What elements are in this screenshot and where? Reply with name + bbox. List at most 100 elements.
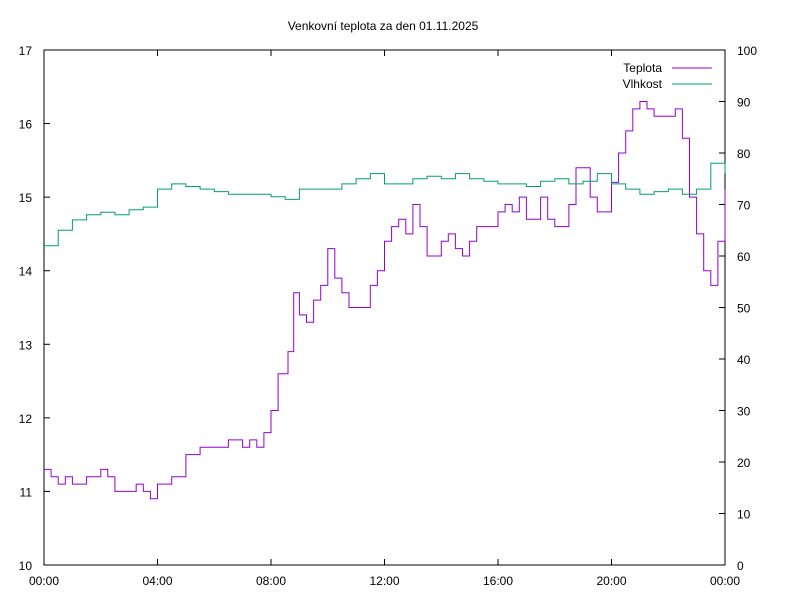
- data-point-teplota: [270, 410, 271, 411]
- data-point-vlhkost: [653, 191, 654, 192]
- data-point-teplota: [696, 233, 697, 234]
- data-point-teplota: [504, 204, 505, 205]
- data-point-vlhkost: [185, 186, 186, 187]
- data-point-teplota: [625, 130, 626, 131]
- y-right-tick-label: 50: [737, 302, 751, 316]
- y-left-tick-label: 13: [19, 338, 33, 352]
- data-point-vlhkost: [313, 188, 314, 189]
- data-point-teplota: [653, 116, 654, 117]
- data-point-teplota: [476, 226, 477, 227]
- data-point-vlhkost: [242, 194, 243, 195]
- y-axis-right: 0 10 20 30 40 50 60 70 80 90 100: [719, 44, 757, 573]
- data-point-teplota: [441, 241, 442, 242]
- data-point-vlhkost: [639, 194, 640, 195]
- data-point-teplota: [398, 219, 399, 220]
- y-right-tick-label: 40: [737, 353, 751, 367]
- data-point-teplota: [114, 491, 115, 492]
- data-point-teplota: [540, 197, 541, 198]
- y-right-tick-label: 30: [737, 405, 751, 419]
- data-point-teplota: [526, 219, 527, 220]
- data-point-teplota: [287, 351, 288, 352]
- data-point-teplota: [455, 248, 456, 249]
- data-point-vlhkost: [114, 214, 115, 215]
- data-point-vlhkost: [568, 183, 569, 184]
- x-tick-label: 00:00: [710, 574, 740, 588]
- data-point-vlhkost: [540, 181, 541, 182]
- data-point-teplota: [313, 300, 314, 301]
- data-point-teplota: [717, 241, 718, 242]
- plot-frame: [43, 49, 726, 566]
- y-left-tick-label: 14: [19, 265, 33, 279]
- data-point-teplota: [618, 152, 619, 153]
- data-point-teplota: [575, 167, 576, 168]
- data-point-vlhkost: [341, 183, 342, 184]
- data-point-teplota: [185, 454, 186, 455]
- data-point-teplota: [199, 447, 200, 448]
- data-point-vlhkost: [384, 183, 385, 184]
- data-point-teplota: [320, 285, 321, 286]
- x-tick-label: 08:00: [256, 574, 286, 588]
- data-point-vlhkost: [270, 196, 271, 197]
- data-point-teplota: [171, 476, 172, 477]
- data-point-teplota: [256, 447, 257, 448]
- data-point-teplota: [547, 219, 548, 220]
- data-point-vlhkost: [299, 188, 300, 189]
- data-point-vlhkost: [157, 188, 158, 189]
- data-point-teplota: [391, 226, 392, 227]
- data-point-teplota: [519, 197, 520, 198]
- data-point-teplota: [483, 226, 484, 227]
- data-point-vlhkost: [469, 178, 470, 179]
- data-point-teplota: [590, 197, 591, 198]
- data-point-teplota: [100, 469, 101, 470]
- data-point-teplota: [277, 373, 278, 374]
- data-point-teplota: [448, 233, 449, 234]
- y-right-tick-label: 100: [737, 44, 757, 58]
- data-point-teplota: [157, 483, 158, 484]
- x-tick-label: 04:00: [142, 574, 172, 588]
- data-point-vlhkost: [327, 188, 328, 189]
- data-point-teplota: [327, 248, 328, 249]
- data-point-teplota: [293, 292, 294, 293]
- data-point-vlhkost: [583, 181, 584, 182]
- data-point-teplota: [242, 447, 243, 448]
- data-point-vlhkost: [412, 178, 413, 179]
- data-point-teplota: [299, 314, 300, 315]
- data-point-vlhkost: [682, 194, 683, 195]
- data-point-teplota: [561, 226, 562, 227]
- data-point-vlhkost: [143, 206, 144, 207]
- data-point-teplota: [334, 277, 335, 278]
- x-tick-label: 20:00: [596, 574, 626, 588]
- data-point-vlhkost: [441, 178, 442, 179]
- data-point-vlhkost: [710, 163, 711, 164]
- data-point-teplota: [462, 255, 463, 256]
- y-right-tick-label: 20: [737, 456, 751, 470]
- data-point-teplota: [86, 476, 87, 477]
- data-point-teplota: [568, 204, 569, 205]
- y-right-tick-label: 60: [737, 250, 751, 264]
- x-tick-label: 16:00: [483, 574, 513, 588]
- data-point-vlhkost: [426, 176, 427, 177]
- y-right-tick-label: 0: [737, 559, 744, 573]
- data-point-vlhkost: [370, 173, 371, 174]
- data-point-teplota: [639, 101, 640, 102]
- data-point-teplota: [682, 138, 683, 139]
- data-point-teplota: [469, 241, 470, 242]
- data-point-vlhkost: [256, 194, 257, 195]
- data-point-teplota: [150, 498, 151, 499]
- data-point-vlhkost: [483, 181, 484, 182]
- data-point-teplota: [497, 211, 498, 212]
- data-point-vlhkost: [43, 245, 44, 246]
- data-point-teplota: [554, 226, 555, 227]
- data-point-teplota: [72, 483, 73, 484]
- data-point-teplota: [348, 307, 349, 308]
- data-point-teplota: [356, 307, 357, 308]
- data-point-teplota: [419, 226, 420, 227]
- data-point-teplota: [58, 483, 59, 484]
- data-point-teplota: [512, 211, 513, 212]
- data-point-teplota: [249, 439, 250, 440]
- data-point-teplota: [675, 108, 676, 109]
- data-point-teplota: [646, 108, 647, 109]
- data-point-vlhkost: [72, 219, 73, 220]
- data-point-teplota: [412, 204, 413, 205]
- x-tick-label: 12:00: [369, 574, 399, 588]
